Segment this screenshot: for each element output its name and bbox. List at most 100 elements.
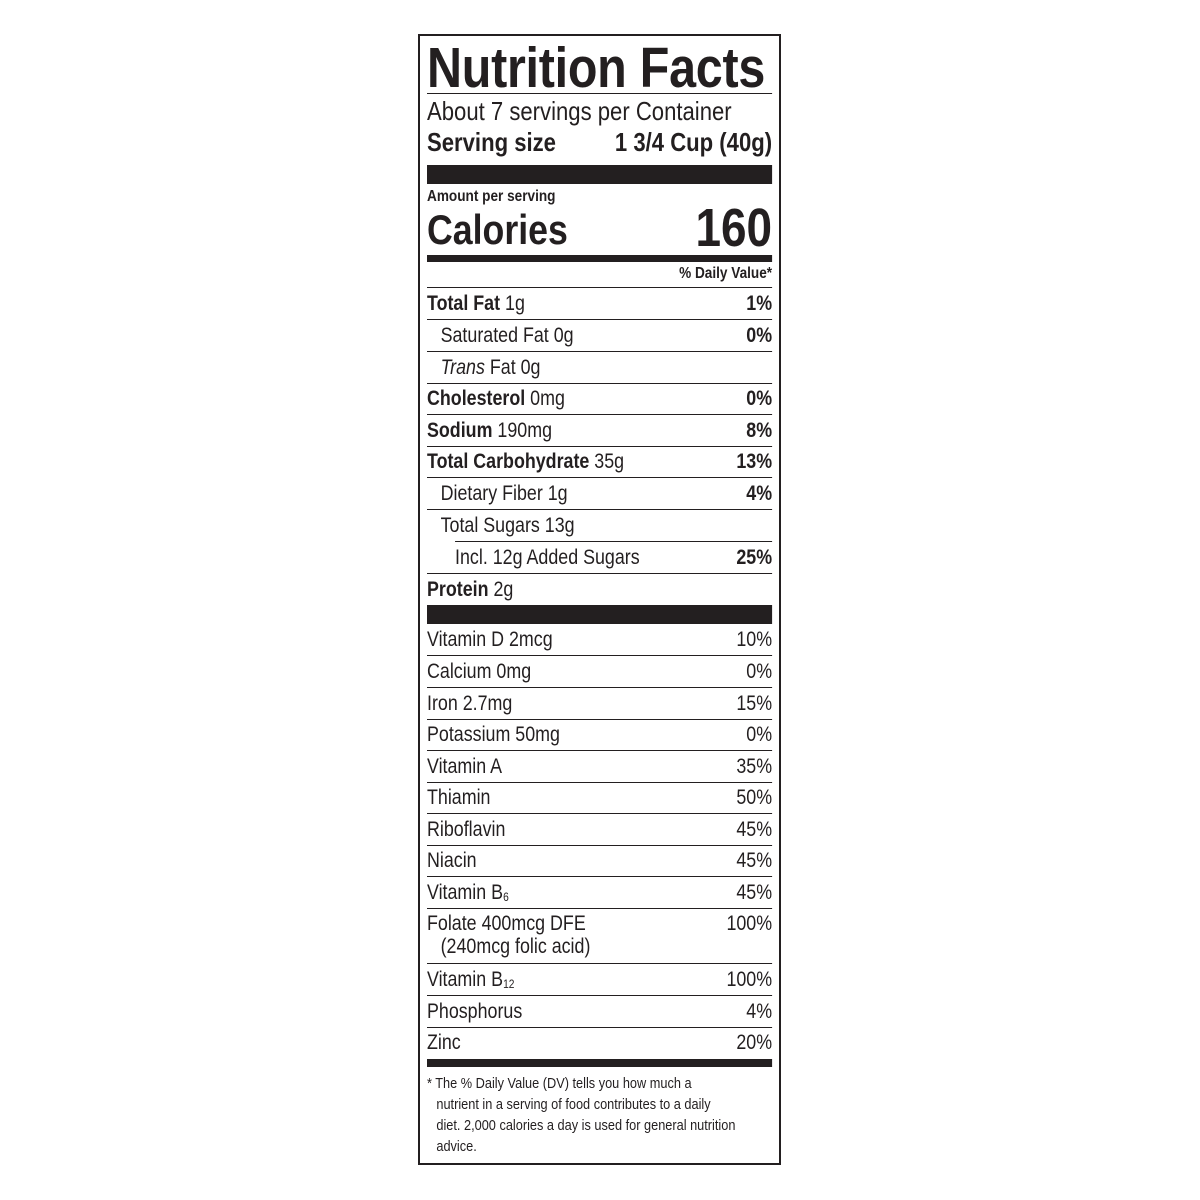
vitamin-dv: 35% (736, 754, 773, 778)
vitamin-name: Vitamin B (427, 880, 504, 904)
servings-per-container: About 7 servings per Container (427, 96, 732, 126)
nutrient-dv: 0% (746, 386, 773, 410)
vitamin-dv: 45% (736, 880, 773, 904)
vitamin-name: Vitamin B (427, 967, 504, 991)
thick-divider (427, 165, 773, 184)
vitamin-name: Potassium 50mg (427, 722, 560, 746)
vitamin-dv: 45% (736, 817, 773, 841)
nutrient-row-sodium: Sodium 190mg 8% (427, 415, 773, 447)
vitamin-row: Thiamin 50% (427, 782, 773, 814)
nutrient-row-cholesterol: Cholesterol 0mg 0% (427, 383, 773, 415)
vitamin-dv: 0% (746, 659, 773, 683)
vitamin-row: Zinc 20% (427, 1027, 772, 1058)
vitamin-name: Phosphorus (427, 999, 523, 1023)
nutrient-name: Incl. 12g Added Sugars (455, 545, 640, 569)
nutrient-name: Trans (440, 355, 485, 379)
nutrient-row-dietary-fiber: Dietary Fiber 1g 4% (427, 478, 773, 510)
vitamin-row: Riboflavin 45% (427, 814, 773, 846)
nutrient-name: Dietary Fiber (440, 481, 543, 505)
vitamin-row: Iron 2.7mg 15% (427, 688, 773, 720)
nutrient-name: Sodium (427, 418, 493, 442)
divider (427, 287, 773, 288)
nutrient-amount: 35g (594, 449, 625, 473)
divider (455, 541, 773, 542)
nutrient-name: Total Fat (427, 291, 501, 315)
nutrient-amount: 0g (553, 323, 574, 347)
nutrient-dv: 0% (746, 323, 773, 347)
vitamin-name: Vitamin D 2mcg (427, 627, 553, 651)
thick-divider (427, 1059, 773, 1067)
vitamin-subscript: 12 (503, 976, 515, 991)
vitamin-dv: 50% (736, 785, 773, 809)
vitamin-name: Niacin (427, 848, 477, 872)
vitamin-dv: 20% (736, 1030, 773, 1054)
nutrition-facts-panel: Nutrition Facts About 7 servings per Con… (418, 34, 781, 1165)
nutrient-row-added-sugars: Incl. 12g Added Sugars 25% (427, 542, 773, 574)
vitamin-row: Potassium 50mg 0% (427, 719, 773, 751)
nutrient-amount: 2g (493, 577, 514, 601)
vitamin-name: Vitamin A (427, 754, 503, 778)
serving-size: Serving size 1 3/4 Cup (40g) (427, 127, 772, 157)
nutrient-row-total-carbohydrate: Total Carbohydrate 35g 13% (427, 446, 773, 478)
nutrient-amount: 1g (505, 291, 525, 315)
nutrient-dv: 8% (746, 418, 773, 442)
nutrient-dv: 1% (746, 291, 773, 315)
vitamin-row: Vitamin A 35% (427, 751, 773, 783)
nutrient-name: Protein (427, 577, 489, 601)
nutrient-name: Total Carbohydrate (427, 449, 590, 473)
vitamin-row: Niacin 45% (427, 845, 773, 877)
vitamin-row: Vitamin D 2mcg 10% (427, 624, 773, 656)
footnote-line: * The % Daily Value (DV) tells you how m… (427, 1075, 692, 1092)
vitamin-row: Calcium 0mg 0% (427, 656, 773, 688)
divider (427, 93, 773, 94)
nutrient-row-trans-fat: Trans Fat 0g (427, 352, 773, 384)
nutrient-name: Saturated Fat (440, 323, 549, 347)
footnote-line: diet. 2,000 calories a day is used for g… (436, 1117, 736, 1134)
vitamin-dv: 100% (726, 967, 773, 991)
nutrient-amount: 190mg (497, 418, 553, 442)
vitamin-name: Iron 2.7mg (427, 691, 513, 715)
vitamin-name: Zinc (427, 1030, 461, 1054)
nutrient-row-protein: Protein 2g (427, 574, 772, 605)
nutrient-dv: 4% (746, 481, 773, 505)
calories-row: Calories 160 (427, 200, 772, 256)
serving-size-label: Serving size (427, 127, 556, 157)
footnote-line: nutrient in a serving of food contribute… (436, 1096, 711, 1113)
nutrient-row-total-fat: Total Fat 1g 1% (427, 288, 773, 320)
footnote-line: advice. (436, 1138, 477, 1155)
vitamin-dv: 45% (736, 848, 773, 872)
vitamin-name: Folate 400mcg DFE (427, 912, 586, 935)
vitamin-dv: 10% (736, 627, 773, 651)
calories-value: 160 (695, 198, 773, 258)
vitamin-row: Vitamin B6 45% (427, 877, 773, 909)
nutrient-name: Total Sugars (440, 513, 540, 537)
nutrient-amount: 0g (520, 355, 541, 379)
daily-value-header: % Daily Value* (679, 265, 773, 282)
nutrient-dv: 25% (736, 545, 773, 569)
vitamin-name: Calcium 0mg (427, 659, 532, 683)
nutrient-name: Cholesterol (427, 386, 526, 410)
amount-per-serving: Amount per serving (427, 188, 556, 205)
nutrient-name-suffix: Fat (489, 355, 516, 379)
thick-divider (427, 255, 773, 262)
vitamin-note: (240mcg folic acid) (440, 935, 591, 958)
nutrient-amount: 0mg (530, 386, 565, 410)
vitamin-name: Thiamin (427, 785, 491, 809)
vitamin-row-folate: Folate 400mcg DFE (240mcg folic acid) 100… (427, 909, 773, 964)
vitamin-dv: 0% (746, 722, 773, 746)
thick-divider (427, 605, 773, 624)
vitamin-row: Vitamin B12 100% (427, 964, 773, 996)
vitamin-dv: 4% (746, 999, 773, 1023)
nutrient-row-saturated-fat: Saturated Fat 0g 0% (427, 320, 773, 352)
nutrient-amount: 1g (547, 481, 568, 505)
calories-label: Calories (427, 206, 568, 253)
footnote: * The % Daily Value (DV) tells you how m… (427, 1073, 772, 1157)
vitamin-row: Phosphorus 4% (427, 996, 773, 1028)
vitamin-subscript: 6 (503, 889, 509, 904)
nutrition-facts-title: Nutrition Facts (427, 36, 766, 100)
vitamin-dv: 15% (736, 691, 773, 715)
serving-size-value: 1 3/4 Cup (40g) (614, 127, 773, 157)
nutrient-dv: 13% (736, 449, 773, 473)
nutrient-row-total-sugars: Total Sugars 13g (427, 510, 772, 541)
vitamin-dv: 100% (726, 912, 773, 935)
